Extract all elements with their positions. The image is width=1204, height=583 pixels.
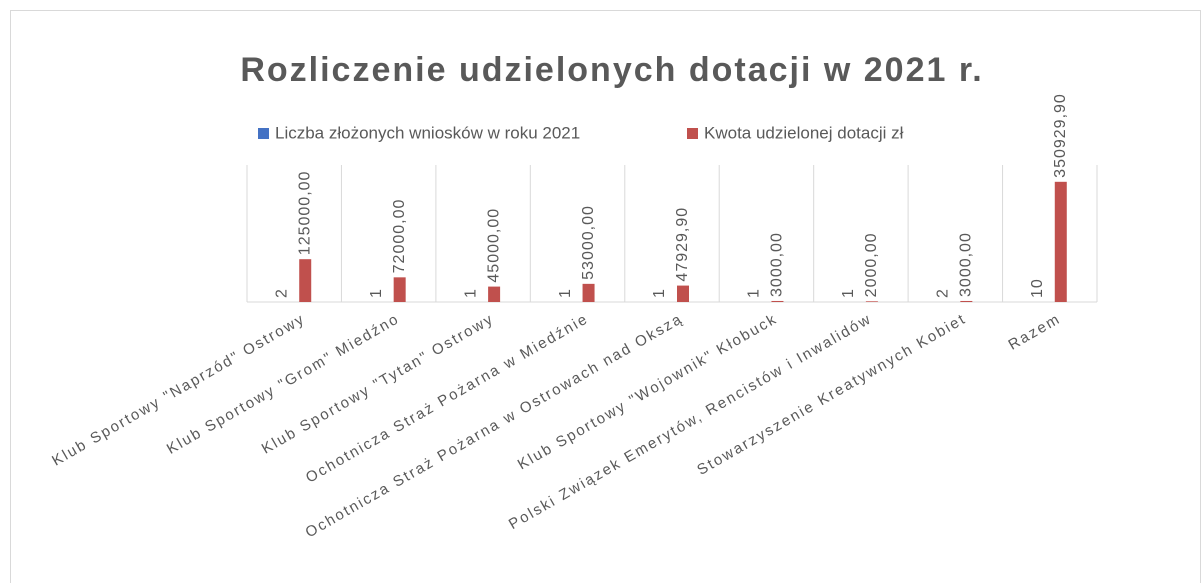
data-label: 2 bbox=[935, 288, 952, 298]
data-label: 10 bbox=[1029, 278, 1046, 298]
data-label: 1 bbox=[840, 288, 857, 298]
bar bbox=[960, 300, 973, 302]
legend-swatch bbox=[687, 128, 698, 139]
data-label: 1 bbox=[368, 288, 385, 298]
bar bbox=[1054, 181, 1067, 302]
bar bbox=[677, 285, 689, 302]
data-label: 3000,00 bbox=[958, 232, 975, 297]
data-label: 1 bbox=[651, 288, 668, 298]
chart-title: Rozliczenie udzielonych dotacji w 2021 r… bbox=[240, 51, 983, 89]
data-label: 2000,00 bbox=[863, 232, 880, 297]
chart-border bbox=[10, 10, 1201, 583]
data-label: 1 bbox=[557, 288, 574, 298]
bar bbox=[488, 286, 501, 302]
legend-swatch bbox=[258, 128, 269, 139]
bar bbox=[299, 259, 312, 302]
data-label: 53000,00 bbox=[580, 205, 597, 280]
data-label: 350929,90 bbox=[1052, 93, 1069, 178]
bar bbox=[865, 301, 878, 302]
data-label: 125000,00 bbox=[296, 171, 313, 256]
data-label: 47929,90 bbox=[674, 207, 691, 282]
legend-label: Kwota udzielonej dotacji zł bbox=[704, 123, 904, 142]
bar bbox=[771, 300, 784, 302]
bar bbox=[582, 283, 595, 302]
legend-label: Liczba złożonych wniosków w roku 2021 bbox=[275, 123, 580, 142]
data-label: 2 bbox=[273, 288, 290, 298]
bar bbox=[393, 277, 406, 302]
data-label: 72000,00 bbox=[391, 199, 408, 274]
data-label: 45000,00 bbox=[485, 208, 502, 283]
data-label: 1 bbox=[746, 288, 763, 298]
data-label: 3000,00 bbox=[769, 232, 786, 297]
data-label: 1 bbox=[462, 288, 479, 298]
